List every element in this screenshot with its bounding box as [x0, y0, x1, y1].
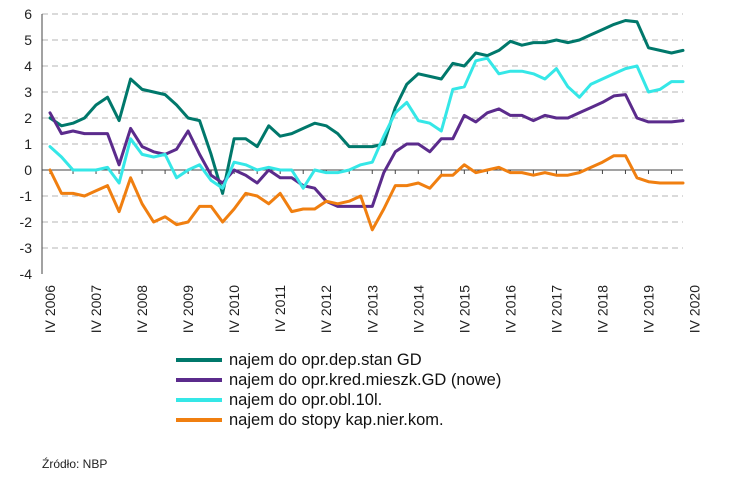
x-tick-label: IV 2008 [134, 285, 150, 333]
y-tick-label: 5 [24, 32, 32, 48]
x-tick-label: IV 2017 [548, 285, 564, 333]
legend-item-dep: najem do opr.dep.stan GD [176, 350, 501, 370]
y-tick-label: 6 [24, 6, 32, 22]
legend-item-stopy: najem do stopy kap.nier.kom. [176, 410, 501, 430]
legend-swatch-kred [176, 378, 222, 382]
series-line-0 [48, 19, 685, 195]
y-tick-label: 2 [24, 110, 32, 126]
y-tick-label: 3 [24, 84, 32, 100]
y-tick-label: -2 [20, 214, 33, 230]
x-axis: IV 2006 IV 2007 IV 2008 IV 2009 IV 2010 IV 20… [42, 169, 703, 333]
legend-swatch-dep [176, 358, 222, 362]
y-tick-label: 1 [24, 136, 32, 152]
x-tick-label: IV 2015 [456, 285, 472, 333]
x-tick-label: IV 2010 [226, 285, 242, 333]
gridlines [42, 13, 683, 249]
x-tick-label: IV 2013 [364, 285, 380, 333]
x-tick-label: IV 2020 [687, 285, 703, 333]
x-tick-label: IV 2016 [502, 285, 518, 333]
x-tick-label: IV 2019 [640, 285, 656, 333]
legend-label-dep: najem do opr.dep.stan GD [229, 350, 422, 369]
legend-item-kred: najem do opr.kred.mieszk.GD (nowe) [176, 370, 501, 390]
x-tick-label: IV 2007 [88, 285, 104, 333]
source-note: Źródło: NBP [42, 457, 108, 471]
legend-swatch-obl [176, 398, 222, 402]
x-tick-label: IV 2018 [594, 285, 610, 333]
x-tick-label: IV 2012 [318, 285, 334, 333]
y-tick-label: -1 [20, 188, 33, 204]
y-axis: -4 -3 -2 -1 0 1 2 3 4 5 6 [20, 6, 43, 282]
series-line-3 [48, 154, 685, 232]
series-lines [48, 19, 685, 232]
series-line-2 [48, 56, 685, 190]
series-line-1 [48, 93, 685, 208]
x-tick-label: IV 2011 [272, 285, 288, 332]
x-tick-label: IV 2014 [410, 285, 426, 333]
x-tick-label: IV 2006 [42, 285, 58, 333]
legend-swatch-stopy [176, 418, 222, 422]
legend-label-stopy: najem do stopy kap.nier.kom. [229, 410, 444, 429]
legend-item-obl: najem do opr.obl.10l. [176, 390, 501, 410]
legend: najem do opr.dep.stan GD najem do opr.kr… [176, 350, 501, 430]
y-tick-label: -3 [20, 240, 33, 256]
legend-label-kred: najem do opr.kred.mieszk.GD (nowe) [229, 370, 502, 389]
y-tick-label: -4 [20, 266, 33, 282]
y-tick-label: 0 [24, 162, 32, 178]
legend-label-obl: najem do opr.obl.10l. [229, 390, 383, 409]
x-tick-label: IV 2009 [180, 285, 196, 333]
y-tick-label: 4 [24, 58, 32, 74]
